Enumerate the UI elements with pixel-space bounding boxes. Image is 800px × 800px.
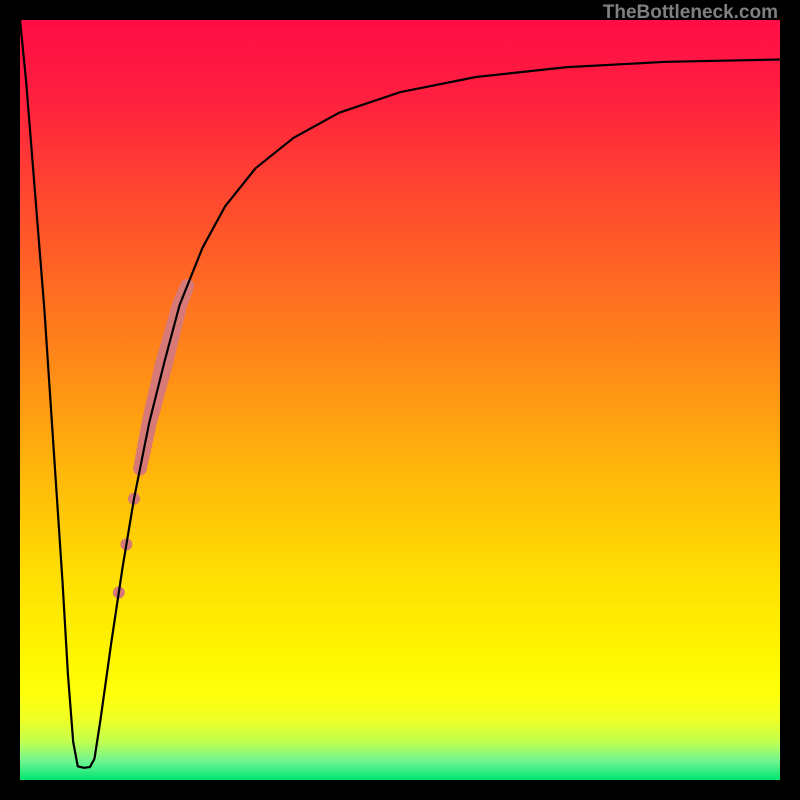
figure-container: TheBottleneck.com: [0, 0, 800, 800]
watermark-text: TheBottleneck.com: [603, 2, 778, 24]
gradient-background: [20, 20, 780, 780]
chart-svg: [20, 20, 780, 780]
